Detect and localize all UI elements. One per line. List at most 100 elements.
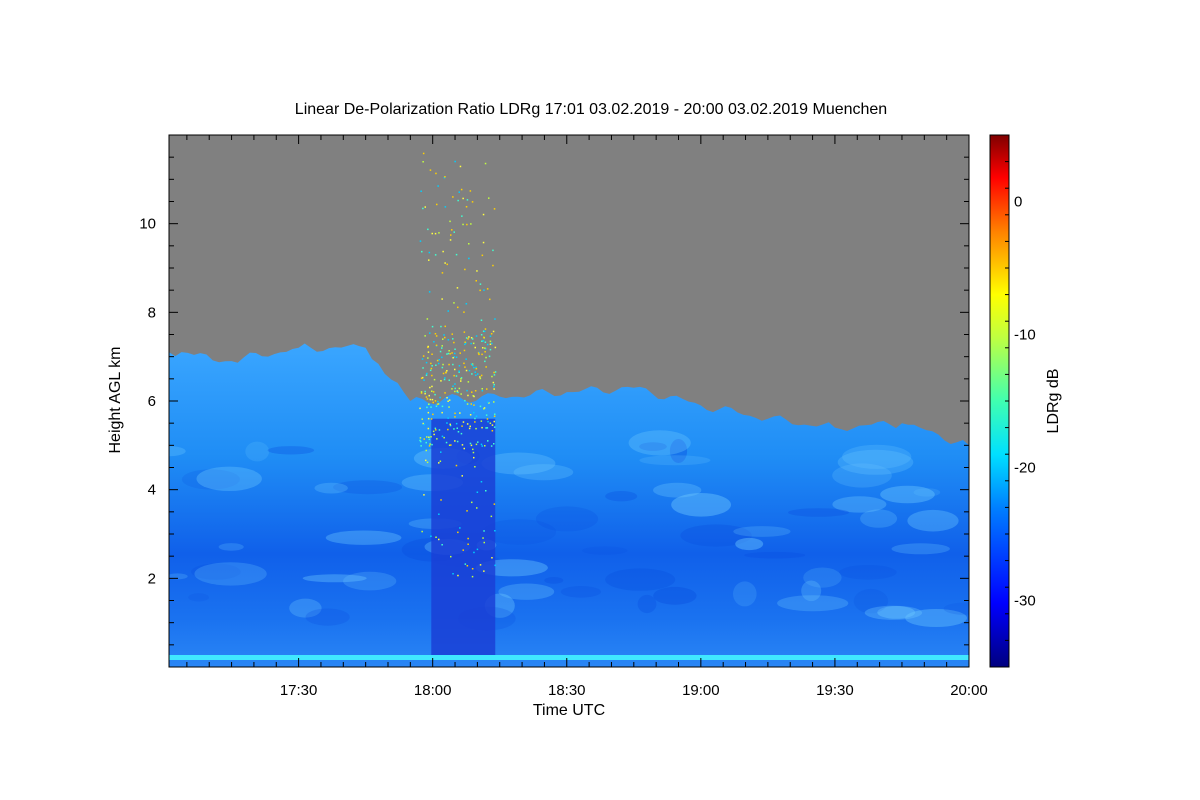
cloud-streak [733,581,757,607]
noise-point [475,374,477,376]
noise-point [441,272,444,274]
noise-point [494,413,496,415]
noise-point [453,341,455,344]
x-axis-title: Time UTC [533,702,605,719]
noise-point [454,387,456,390]
noise-point [419,437,422,439]
noise-point [422,422,424,425]
noise-point [474,417,476,420]
noise-point [448,379,450,381]
noise-point [458,365,461,367]
noise-point [472,451,475,454]
noise-point [491,375,493,378]
noise-point [441,366,444,369]
noise-point [427,417,430,420]
noise-point [465,206,468,208]
noise-point [434,393,436,396]
noise-point [475,335,478,337]
noise-point [459,412,461,414]
noise-point [486,388,488,390]
noise-point [435,364,437,366]
noise-point [474,390,477,392]
noise-point [428,251,431,254]
noise-point [427,357,429,359]
noise-point [484,341,487,343]
noise-point [486,418,489,420]
noise-point [426,406,428,409]
y-tick-label: 6 [148,393,156,410]
noise-point [464,366,466,368]
x-tick-label: 18:00 [414,682,452,699]
cloud-streak [191,563,241,580]
noise-point [455,422,458,425]
cloud-streak [181,469,240,490]
noise-point [494,318,496,320]
noise-point [464,563,467,565]
noise-point [423,379,425,381]
noise-point [483,330,486,333]
noise-point [429,369,432,372]
noise-point [443,436,445,439]
noise-point [486,343,489,346]
noise-point [489,335,492,337]
noise-point [463,349,466,352]
noise-point [432,391,435,393]
cloud-streak [544,577,564,584]
noise-point [438,513,440,515]
y-tick-label: 2 [148,570,156,587]
noise-point [472,395,474,397]
noise-point [454,440,456,442]
noise-point [437,362,440,365]
noise-point [452,385,454,387]
noise-point [442,250,444,253]
cloud-streak [498,583,555,600]
cloud-streak [605,568,676,591]
noise-point [458,387,461,390]
noise-point [489,340,492,343]
noise-point [419,240,422,242]
noise-point [453,374,455,377]
cloud-streak [513,464,574,481]
cloud-streak [267,446,315,455]
noise-point [449,423,451,426]
noise-point [467,338,469,340]
noise-point [444,336,446,339]
noise-point [484,347,486,349]
noise-point [479,289,481,292]
noise-point [481,445,483,447]
noise-point [448,363,450,366]
noise-point [485,490,487,492]
cloud-streak [735,537,764,551]
noise-point [420,391,423,393]
noise-point [426,436,428,438]
noise-point [474,371,476,373]
cloud-streak [864,605,923,620]
noise-point [494,371,497,373]
noise-point [430,535,432,537]
noise-point [438,462,440,464]
noise-point [470,342,472,345]
surface-layer [169,655,969,660]
noise-point [463,362,465,365]
noise-point [434,427,437,430]
noise-point [484,445,486,447]
noise-point [468,369,471,372]
noise-point [481,426,483,429]
noise-point [420,392,423,394]
noise-point [483,407,486,409]
cloud-streak [637,594,657,614]
colorbar-tick-label: -30 [1014,593,1036,610]
noise-point [466,403,469,405]
noise-point [454,352,456,355]
cloud-streak [653,586,697,605]
noise-point [461,215,463,217]
noise-point [487,401,489,404]
noise-point [446,370,448,372]
noise-point [428,445,431,447]
noise-scatter [419,152,497,578]
noise-point [431,374,433,377]
noise-point [425,449,427,452]
noise-point [447,352,450,355]
noise-point [493,426,496,428]
